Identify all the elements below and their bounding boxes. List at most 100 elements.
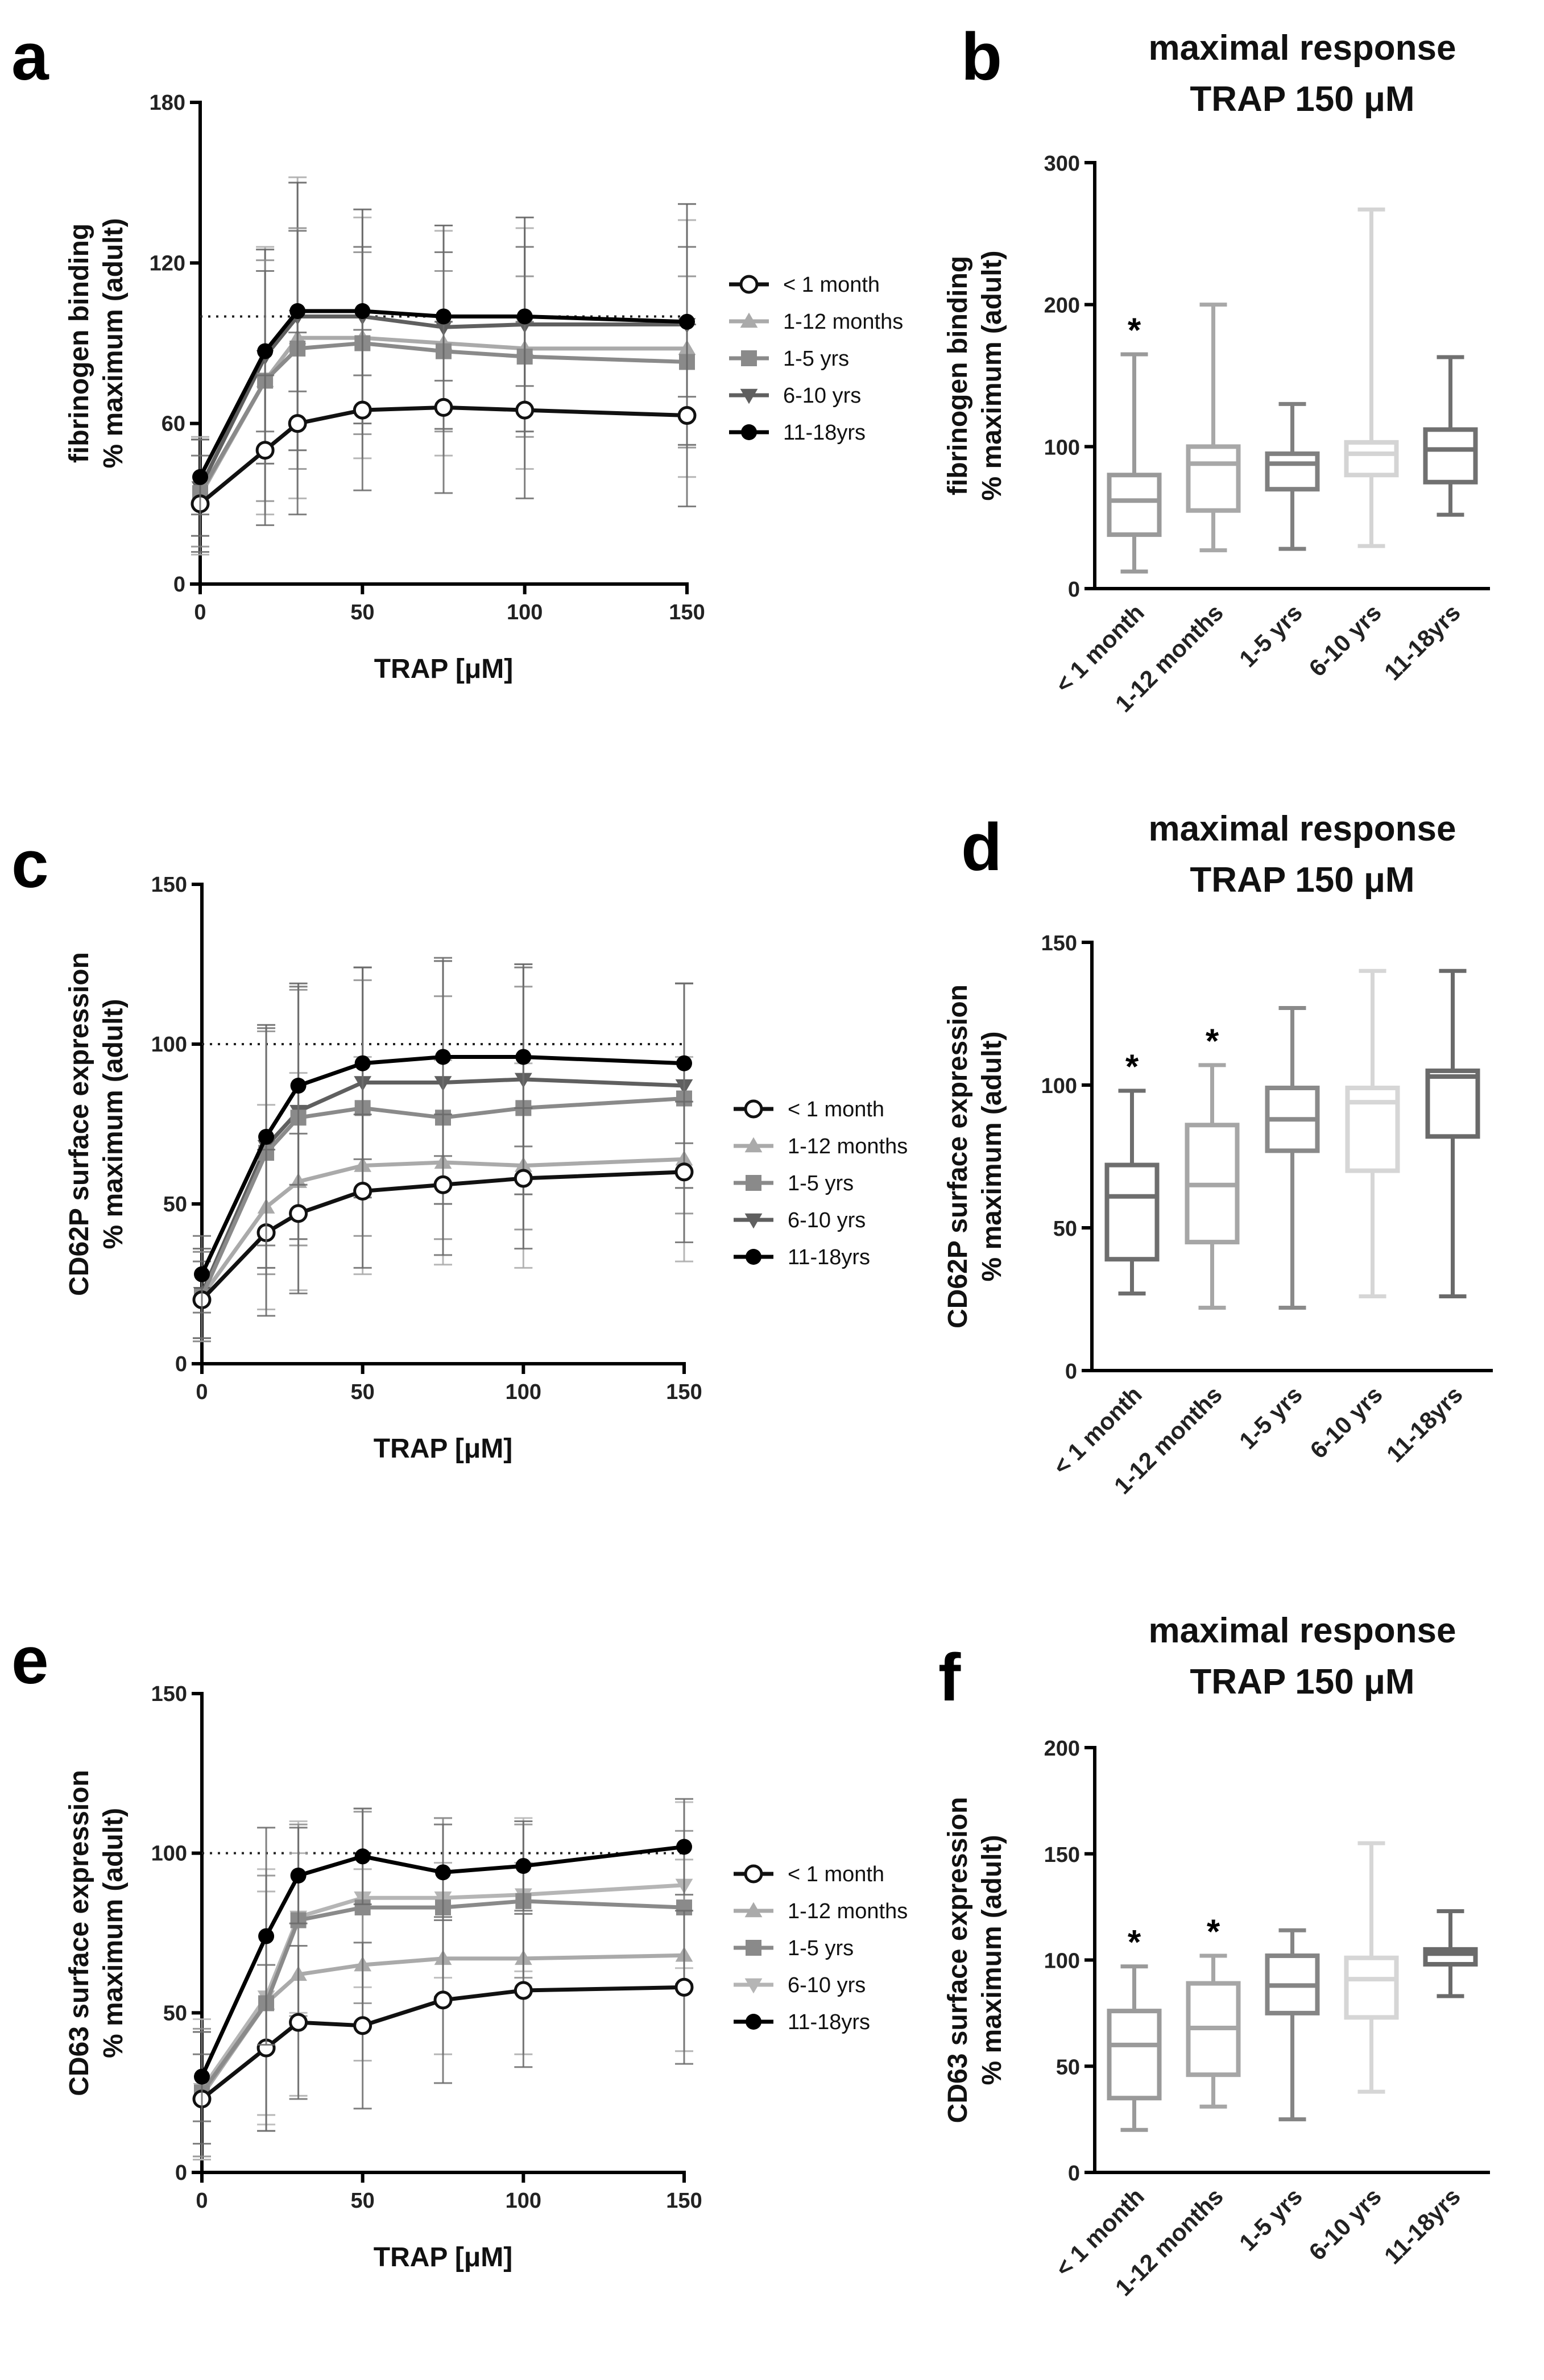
legend-marker — [741, 350, 757, 366]
data-point — [258, 1128, 275, 1145]
data-point — [674, 1977, 694, 1997]
box-6-10-yrs: 6-10 yrs — [1305, 968, 1400, 1464]
y-tick-label: 100 — [1041, 1074, 1077, 1098]
x-tick-label: 150 — [666, 1380, 702, 1404]
category-label: 6-10 yrs — [1305, 1381, 1388, 1464]
data-point — [674, 1162, 694, 1182]
legend: < 1 month 1-12 months 1-5 yrs 6-10 yrs 11-18… — [734, 1098, 908, 1269]
category-label: 11-18yrs — [1379, 599, 1466, 685]
y-axis-subtitle: % maximum (adult) — [98, 999, 129, 1249]
x-tick-label: 100 — [507, 601, 543, 624]
y-tick-label: 50 — [163, 1193, 187, 1216]
data-point — [258, 1928, 275, 1944]
data-point — [516, 308, 533, 325]
chart-subtitle: TRAP 150 μM — [1190, 80, 1414, 119]
data-point — [194, 2068, 210, 2085]
data-point — [257, 343, 274, 359]
data-point — [353, 2016, 372, 2035]
legend-label: < 1 month — [788, 1098, 884, 1121]
box-1-12-months: *1-12 months — [1110, 1913, 1241, 2301]
data-point — [353, 400, 372, 420]
x-tick-label: 0 — [196, 2189, 208, 2213]
significance-star: * — [1128, 311, 1141, 349]
series-11-18yrs — [191, 230, 696, 516]
y-tick-label: 150 — [1041, 932, 1077, 955]
box--1-month: *< 1 month — [1050, 311, 1162, 698]
data-point — [515, 400, 535, 420]
x-tick-label: 100 — [506, 2189, 541, 2213]
y-axis-title: CD62P surface expression — [943, 984, 973, 1328]
category-label: 11-18yrs — [1381, 1381, 1468, 1467]
x-tick-label: 50 — [350, 601, 374, 624]
y-tick-label: 0 — [175, 2161, 187, 2185]
x-tick-label: 0 — [196, 1380, 208, 1404]
box-chart-f: f maximal response TRAP 150 μM 0 50 100 150 200… — [938, 1611, 1490, 2301]
line-chart-a: a 0 60 120 180 0 50 100 150 TRAP [μM] fibrinogen b… — [11, 19, 903, 684]
data-point — [289, 2013, 308, 2032]
legend-label: < 1 month — [783, 273, 880, 297]
legend: < 1 month 1-12 months 1-5 yrs 6-10 yrs 11-18… — [734, 1862, 908, 2034]
data-point — [515, 1049, 532, 1065]
panel-letter-f: f — [938, 1640, 961, 1715]
box-chart-d: d maximal response TRAP 150 μM 0 50 100 150 CD6… — [943, 809, 1493, 1499]
legend-marker — [744, 1864, 763, 1884]
category-label: 1-5 yrs — [1234, 2183, 1307, 2256]
panel-letter-d: d — [961, 810, 1002, 885]
y-axis-title: CD63 surface expression — [64, 1770, 94, 2096]
y-axis-subtitle: % maximum (adult) — [98, 218, 129, 468]
legend-label: 11-18yrs — [788, 2010, 870, 2034]
data-point — [433, 1990, 453, 2010]
line-chart-c: c 0 50 100 150 0 50 100 150 TRAP [μM] CD62P surfac… — [11, 827, 908, 1464]
box-1-5-yrs: 1-5 yrs — [1234, 1005, 1320, 1454]
significance-star: * — [1206, 1022, 1219, 1060]
y-tick-label: 300 — [1044, 152, 1080, 176]
data-point — [255, 441, 275, 460]
y-tick-label: 180 — [150, 91, 185, 115]
box-11-18yrs: 11-18yrs — [1379, 355, 1478, 685]
y-axis-subtitle: % maximum (adult) — [98, 1808, 129, 2058]
box-iqr — [1344, 440, 1399, 478]
data-point — [354, 303, 371, 320]
data-point — [289, 303, 306, 320]
y-axis-subtitle: % maximum (adult) — [977, 250, 1007, 500]
data-point — [676, 1839, 692, 1855]
y-tick-label: 150 — [151, 873, 187, 897]
data-point — [679, 313, 695, 330]
data-point — [434, 398, 453, 417]
significance-star: * — [1125, 1048, 1139, 1086]
legend-label: < 1 month — [788, 1862, 884, 1886]
chart-title: maximal response — [1148, 28, 1456, 68]
category-label: 11-18yrs — [1379, 2183, 1466, 2269]
box-1-5-yrs: 1-5 yrs — [1234, 402, 1320, 672]
x-tick-label: 50 — [351, 1380, 375, 1404]
box-iqr — [1107, 473, 1162, 537]
legend-marker — [746, 1175, 761, 1191]
y-tick-label: 50 — [163, 2001, 187, 2025]
legend-marker — [740, 388, 758, 404]
panel-letter-b: b — [961, 19, 1002, 94]
box--1-month: *< 1 month — [1048, 1048, 1160, 1480]
box-1-5-yrs: 1-5 yrs — [1234, 1928, 1320, 2256]
category-label: 1-5 yrs — [1234, 1381, 1307, 1454]
y-axis-subtitle: % maximum (adult) — [977, 1835, 1007, 2085]
legend-label: 1-12 months — [788, 1899, 908, 1923]
legend-label: 11-18yrs — [788, 1245, 870, 1269]
line-chart-e: e 0 50 100 150 0 50 100 150 TRAP [μM] CD63 surface… — [11, 1623, 908, 2273]
box-6-10-yrs: 6-10 yrs — [1303, 1841, 1399, 2266]
y-tick-label: 200 — [1044, 294, 1080, 318]
y-tick-label: 0 — [1065, 1360, 1077, 1384]
data-point — [289, 1204, 308, 1223]
legend-marker — [744, 1137, 763, 1153]
legend-marker — [739, 275, 759, 294]
data-point — [435, 1049, 451, 1065]
panel-letter-a: a — [11, 19, 49, 94]
data-point — [514, 1169, 533, 1188]
x-axis-title: TRAP [μM] — [374, 2242, 512, 2273]
box-iqr — [1186, 444, 1241, 513]
legend-marker — [740, 312, 758, 328]
data-point — [433, 1175, 453, 1194]
y-axis-title: CD62P surface expression — [64, 952, 94, 1296]
box-6-10-yrs: 6-10 yrs — [1303, 207, 1399, 682]
chart-subtitle: TRAP 150 μM — [1190, 1662, 1414, 1702]
